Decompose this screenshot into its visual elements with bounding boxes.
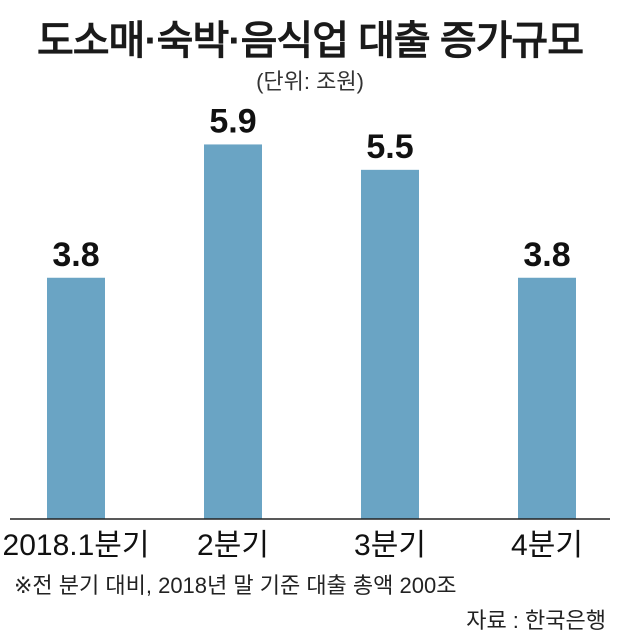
value-label-3: 5.5 [366,128,413,166]
chart-title: 도소매·숙박·음식업 대출 증가규모 [36,19,584,63]
value-label-2: 5.9 [209,102,256,140]
footnote: ※전 분기 대비, 2018년 말 기준 대출 총액 200조 [14,573,457,598]
bar-3 [361,169,419,520]
category-label-2: 2분기 [197,529,269,562]
value-label-4: 3.8 [523,236,570,274]
bar-4 [518,277,576,519]
source-note: 자료 : 한국은행 [466,608,606,633]
chart-unit: (단위: 조원) [256,69,364,94]
category-label-4: 4분기 [511,529,583,562]
category-label-3: 3분기 [354,529,426,562]
bar-1 [47,277,105,519]
value-label-1: 3.8 [52,236,99,274]
bar-2 [204,144,262,519]
category-label-1: 2018.1분기 [3,529,150,562]
